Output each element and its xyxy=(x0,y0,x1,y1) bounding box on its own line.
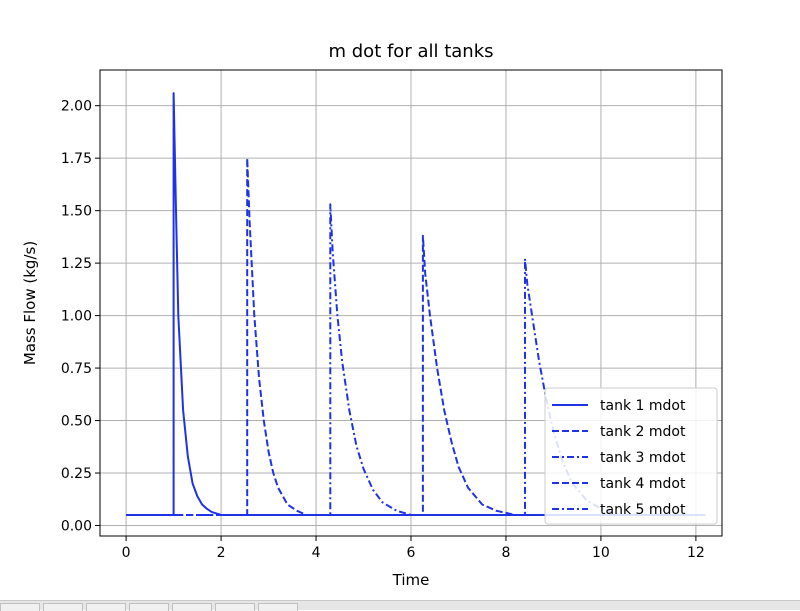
taskbar-button[interactable] xyxy=(43,603,83,611)
legend-label: tank 5 mdot xyxy=(600,502,686,518)
y-axis-label: Mass Flow (kg/s) xyxy=(21,241,39,365)
x-tick-label: 12 xyxy=(687,545,705,561)
series-line-tank-4 xyxy=(126,234,706,516)
y-tick-label: 1.25 xyxy=(61,256,92,272)
legend-label: tank 3 mdot xyxy=(600,450,686,466)
taskbar-button[interactable] xyxy=(172,603,212,611)
y-tick-label: 0.75 xyxy=(61,361,92,377)
legend: tank 1 mdot tank 2 mdot tank 3 mdot tank 4 … xyxy=(544,387,718,525)
series-line-tank-3 xyxy=(126,203,706,516)
legend-box xyxy=(544,387,718,525)
taskbar-button[interactable] xyxy=(86,603,126,611)
legend-label: tank 1 mdot xyxy=(600,398,686,414)
axis-ticks: 0 2 4 6 8 10 12 0.00 0.25 0.50 0.75 1.00 1.25 1.50 1.7… xyxy=(61,99,705,561)
taskbar-button[interactable] xyxy=(215,603,255,611)
series-line-tank-1 xyxy=(126,92,706,516)
x-axis-label: Time xyxy=(392,571,430,589)
y-tick-label: 1.75 xyxy=(61,151,92,167)
taskbar-button[interactable] xyxy=(0,603,40,611)
y-tick-label: 0.25 xyxy=(61,466,92,482)
chart-title: m dot for all tanks xyxy=(329,41,494,62)
legend-entries: tank 1 mdot tank 2 mdot tank 3 mdot tank 4 … xyxy=(552,398,686,518)
y-tick-label: 0.00 xyxy=(61,519,92,535)
x-tick-label: 0 xyxy=(122,545,131,561)
x-tick-label: 4 xyxy=(312,545,321,561)
legend-label: tank 2 mdot xyxy=(600,424,686,440)
taskbar xyxy=(0,600,800,611)
x-tick-label: 10 xyxy=(592,545,610,561)
x-tick-label: 2 xyxy=(217,545,226,561)
series-line-tank-2 xyxy=(126,157,706,516)
y-tick-label: 1.50 xyxy=(61,204,92,220)
taskbar-button[interactable] xyxy=(258,603,298,611)
x-tick-label: 6 xyxy=(407,545,416,561)
y-tick-label: 0.50 xyxy=(61,414,92,430)
y-tick-label: 2.00 xyxy=(61,99,92,115)
x-tick-label: 8 xyxy=(502,545,511,561)
legend-label: tank 4 mdot xyxy=(600,476,686,492)
taskbar-button[interactable] xyxy=(129,603,169,611)
y-tick-label: 1.00 xyxy=(61,309,92,325)
